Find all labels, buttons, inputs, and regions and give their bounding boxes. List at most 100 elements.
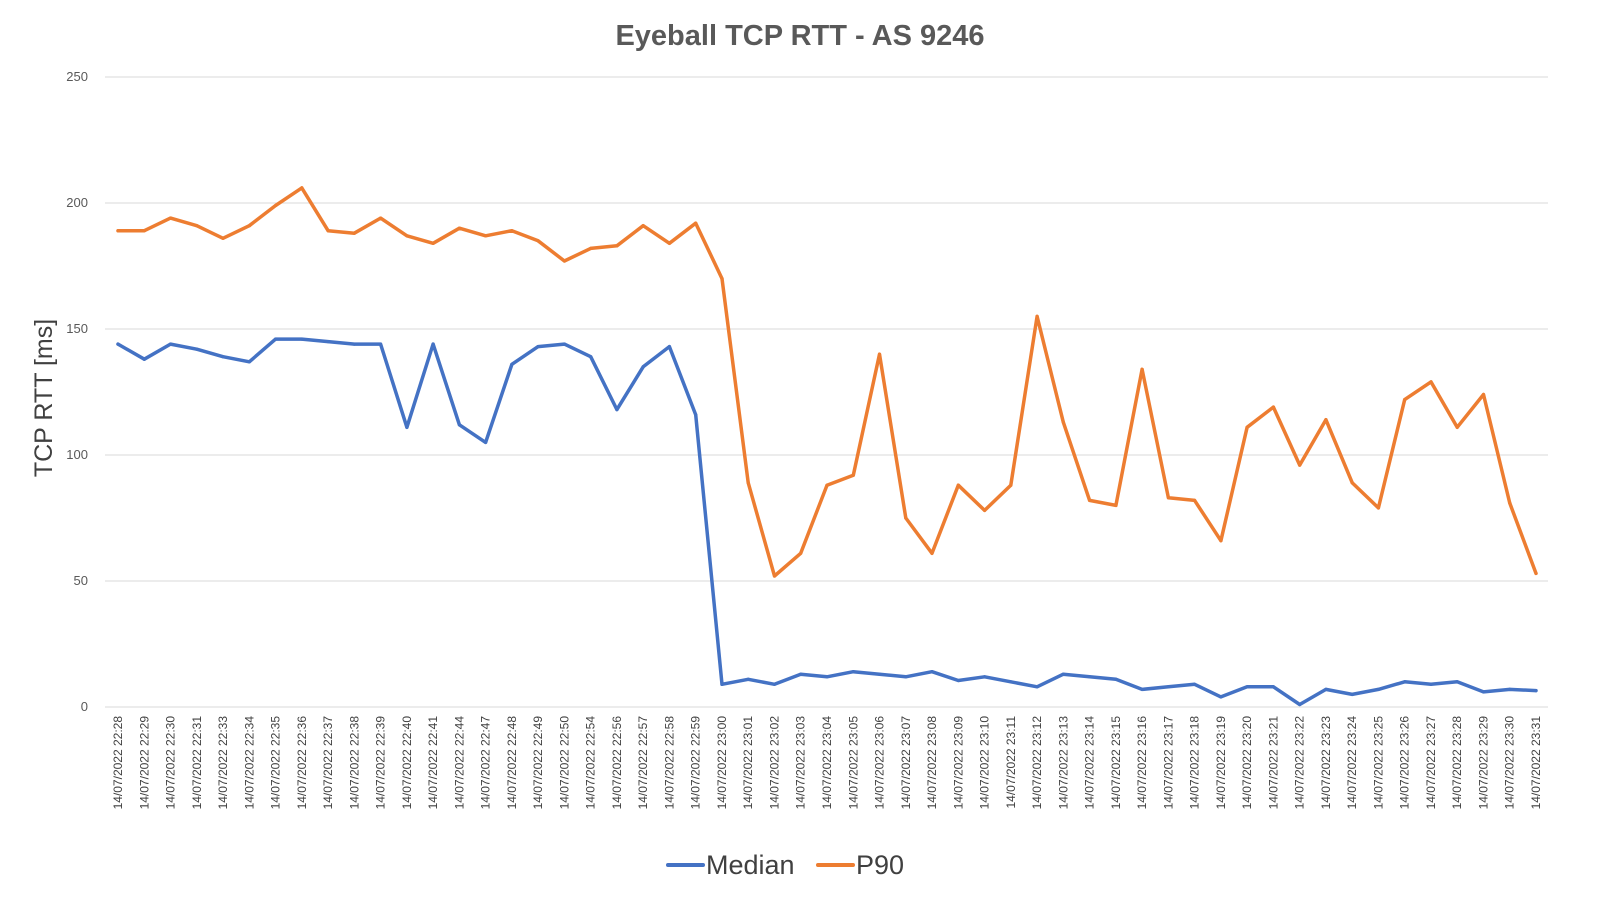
data-point-median [168,342,173,346]
legend: Median P90 [666,850,904,880]
data-point-median [877,672,882,676]
data-point-median [983,675,987,679]
data-point-median [562,342,567,346]
data-point-p90 [247,224,251,228]
data-point-p90 [1114,503,1118,507]
data-point-p90 [1403,398,1407,402]
x-tick-label: 14/07/2022 22:28 [111,716,125,810]
x-tick-label: 14/07/2022 23:16 [1135,716,1149,810]
series-line-median [116,337,1538,707]
data-point-p90 [1245,425,1249,429]
data-point-median [1481,690,1486,694]
data-point-p90 [1193,498,1197,502]
x-tick-label: 14/07/2022 22:35 [269,716,283,810]
legend-label: Median [706,850,795,880]
x-tick-label: 14/07/2022 23:04 [820,716,834,810]
x-tick-label: 14/07/2022 22:59 [689,716,703,810]
x-tick-label: 14/07/2022 23:20 [1240,716,1254,810]
data-point-median [1140,687,1144,692]
x-tick-label: 14/07/2022 22:48 [505,716,519,810]
data-point-p90 [1298,463,1302,467]
data-point-median [1166,685,1170,689]
data-point-median [1061,672,1065,676]
data-point-p90 [1455,425,1459,429]
series-lines [116,186,1538,707]
x-tick-label: 14/07/2022 22:50 [557,716,571,810]
y-axis-label: TCP RTT [ms] [30,319,58,477]
x-tick-label: 14/07/2022 22:56 [610,716,624,810]
x-tick-label: 14/07/2022 22:34 [242,716,256,810]
data-point-median [1508,687,1512,692]
data-point-median [1429,682,1433,686]
x-tick-label: 14/07/2022 23:15 [1109,716,1123,810]
data-point-median [641,365,645,369]
legend-item-median: Median [666,850,795,880]
x-tick-label: 14/07/2022 23:08 [925,716,939,810]
data-point-p90 [720,277,724,281]
data-point-p90 [746,481,750,485]
data-point-median [746,677,750,681]
x-tick-label: 14/07/2022 23:09 [951,716,965,810]
data-point-median [300,337,304,341]
data-point-p90 [1035,314,1039,318]
data-point-median [379,342,383,346]
x-tick-label: 14/07/2022 23:31 [1529,716,1543,810]
data-point-p90 [510,229,514,233]
data-point-median [247,360,251,364]
x-tick-label: 14/07/2022 23:07 [899,716,913,810]
y-tick-label: 250 [66,69,88,84]
x-tick-label: 14/07/2022 23:00 [715,716,729,810]
data-point-median [326,340,330,344]
data-point-median [904,675,908,679]
x-tick-label: 14/07/2022 22:54 [584,716,598,810]
x-tick-label: 14/07/2022 23:14 [1083,716,1097,810]
data-point-p90 [1009,483,1013,487]
x-tick-label: 14/07/2022 22:36 [295,716,309,810]
data-point-median [799,672,803,676]
data-point-p90 [1508,501,1512,505]
x-tick-label: 14/07/2022 23:13 [1056,716,1070,810]
x-axis-ticks: 14/07/2022 22:28 14/07/2022 22:29 14/07/20… [111,716,1543,810]
data-point-p90 [1271,405,1275,409]
data-point-p90 [1166,496,1170,500]
data-point-p90 [1219,539,1223,543]
data-point-p90 [1088,498,1092,502]
data-point-median [1114,677,1118,681]
data-point-p90 [694,221,698,225]
data-point-p90 [615,244,619,248]
x-tick-label: 14/07/2022 22:31 [190,716,204,810]
data-point-p90 [589,246,593,250]
data-point-p90 [405,234,409,238]
x-tick-label: 14/07/2022 23:03 [794,716,808,810]
data-point-p90 [983,508,987,512]
data-point-median [116,342,120,346]
x-tick-label: 14/07/2022 22:49 [531,716,545,810]
x-tick-label: 14/07/2022 22:33 [216,716,230,810]
data-point-median [1324,687,1328,692]
x-tick-label: 14/07/2022 22:37 [321,716,335,810]
data-point-median [1219,695,1223,699]
data-point-median [667,345,672,349]
data-point-p90 [142,229,146,233]
x-tick-label: 14/07/2022 22:39 [374,716,388,810]
data-point-median [1088,675,1092,679]
data-point-p90 [956,483,960,487]
data-point-p90 [851,473,855,477]
x-tick-label: 14/07/2022 23:26 [1398,716,1412,810]
data-point-p90 [1481,392,1486,397]
data-point-p90 [1376,506,1380,510]
data-point-median [930,670,934,674]
x-tick-label: 14/07/2022 23:27 [1424,716,1438,810]
data-point-p90 [431,241,435,245]
data-point-p90 [772,574,777,578]
data-point-median [1534,689,1538,693]
data-point-median [851,670,855,674]
data-point-median [772,682,777,686]
data-point-p90 [379,216,383,220]
x-tick-label: 14/07/2022 23:19 [1214,716,1228,810]
y-tick-label: 150 [66,321,88,336]
data-point-median [484,440,488,444]
data-point-median [1403,680,1407,684]
x-tick-label: 14/07/2022 22:40 [400,716,414,810]
x-tick-label: 14/07/2022 23:10 [978,716,992,810]
